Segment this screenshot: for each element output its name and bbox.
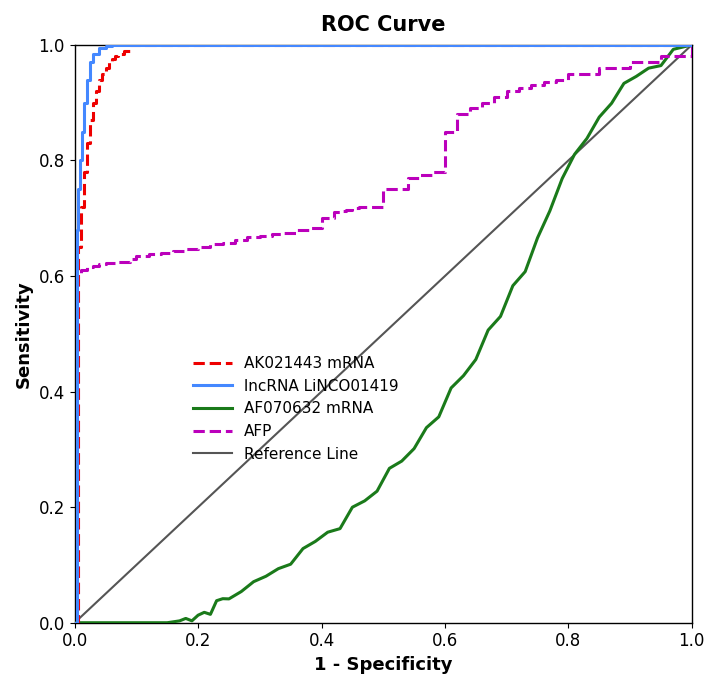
Y-axis label: Sensitivity: Sensitivity [15,280,33,388]
Title: ROC Curve: ROC Curve [321,15,446,35]
X-axis label: 1 - Specificity: 1 - Specificity [314,656,452,674]
Legend: AK021443 mRNA, lncRNA LiNCO01419, AF070632 mRNA, AFP, Reference Line: AK021443 mRNA, lncRNA LiNCO01419, AF0706… [187,350,405,468]
